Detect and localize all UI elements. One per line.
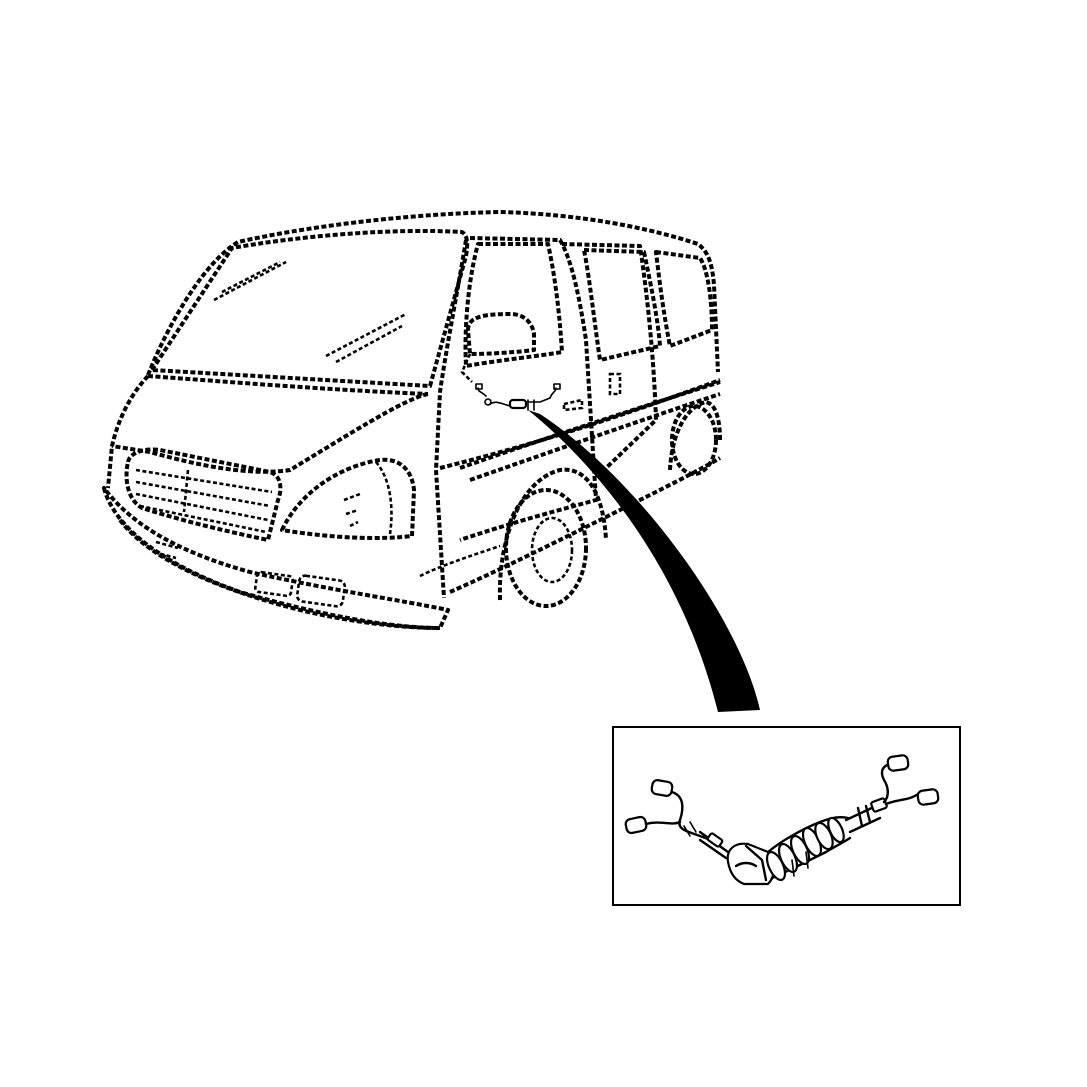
harness-corrugated-tube: [765, 816, 852, 882]
rear-wheel-arch: [668, 400, 722, 471]
glare-mark-4: [335, 324, 403, 364]
front-wheel: [504, 488, 588, 608]
harness-sleeve-band: [706, 832, 724, 848]
bumper-lower: [118, 518, 441, 630]
glare-mark-1: [213, 260, 287, 302]
hood-edge: [147, 374, 429, 396]
van-roof-outline: [146, 210, 720, 376]
headlight-glare: [343, 492, 361, 528]
harness-wire-right: [880, 762, 892, 804]
front-face: [111, 392, 429, 474]
front-emblem: [153, 540, 179, 560]
hood-front: [106, 374, 150, 489]
door-handle-front: [562, 398, 584, 412]
grille-outer: [124, 447, 283, 542]
fog-light-left: [254, 570, 294, 598]
headlight-lens: [374, 461, 393, 535]
side-window-2: [654, 250, 714, 348]
front-door: [459, 236, 598, 542]
front-door-window: [463, 242, 564, 368]
detail-box: [612, 726, 961, 906]
mirror-stem: [460, 353, 473, 383]
grille-bar-2: [135, 480, 271, 508]
grille-bar-3: [135, 492, 269, 522]
headlight: [280, 457, 416, 540]
harness-clip-right: [856, 804, 872, 828]
harness-connector-left-upper: [650, 779, 674, 797]
a-pillar: [434, 239, 468, 599]
front-wheel-hub: [530, 516, 574, 584]
harness-connector-left-lower: [624, 815, 648, 835]
grille-bar-4: [139, 504, 267, 534]
harness-wire-left: [670, 790, 718, 844]
front-wheel-arch: [497, 467, 608, 601]
windshield: [150, 228, 470, 388]
harness-grommet: [726, 842, 776, 886]
side-window-1: [582, 248, 662, 362]
door-handle: [608, 372, 622, 396]
side-molding-lower: [469, 392, 721, 482]
grille-divider: [182, 469, 190, 513]
van-outline: [102, 210, 722, 630]
harness-sleeve-right: [844, 804, 882, 834]
glare-mark-2: [221, 260, 281, 294]
rear-wheel: [670, 404, 718, 476]
harness-connector-right-upper: [886, 754, 910, 772]
callout-leader: [528, 410, 760, 712]
harness-clip-left: [683, 821, 697, 837]
harness-wire-left-branch: [644, 820, 682, 826]
step: [419, 544, 501, 578]
detail-frame: [612, 726, 961, 906]
glare-mark-3: [325, 312, 407, 358]
side-mirror: [466, 312, 536, 356]
side-molding-upper: [459, 380, 721, 470]
harness-location-mark: [475, 383, 561, 411]
grille-bar-1: [135, 468, 273, 494]
front-bumper: [102, 486, 450, 630]
harness-connector-right-lower: [916, 788, 940, 806]
